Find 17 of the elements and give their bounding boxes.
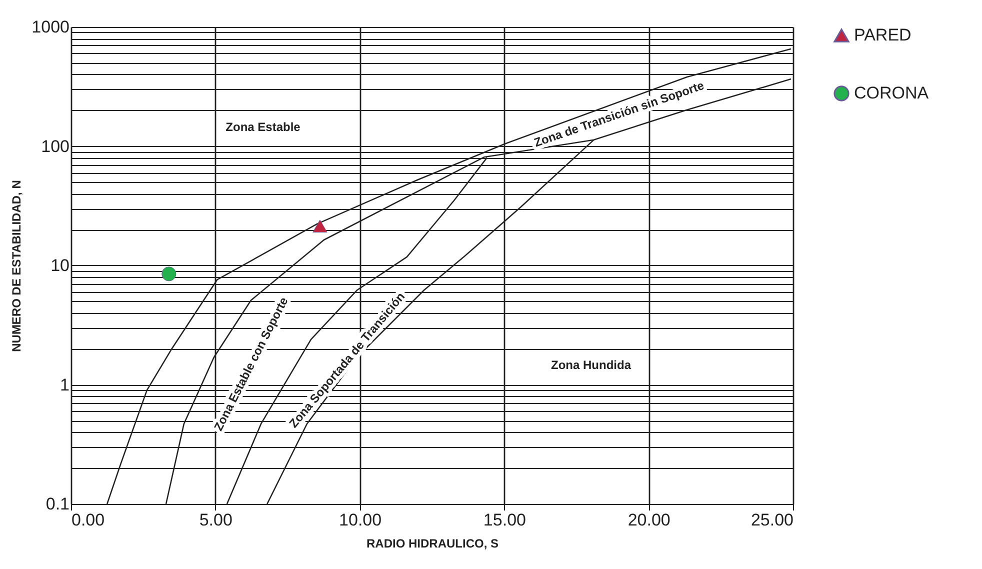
- annotation: Zona Estable: [226, 120, 301, 134]
- x-tick-label: 10.00: [339, 510, 382, 530]
- y-tick-label: 1: [60, 375, 70, 394]
- x-tick-label: 25.00: [750, 510, 794, 530]
- x-axis-title: RADIO HIDRAULICO, S: [366, 536, 498, 550]
- x-tick-label: 15.00: [483, 510, 526, 530]
- legend-label: PARED: [854, 26, 912, 44]
- x-tick-label: 20.00: [628, 510, 670, 530]
- y-tick-label: 1000: [32, 18, 70, 36]
- annotation: Zona Hundida: [551, 358, 632, 372]
- x-tick-label: 0.00: [72, 510, 105, 530]
- y-axis-title: NUMERO DE ESTABILIDAD, N: [10, 180, 24, 352]
- y-tick-label: 100: [41, 136, 70, 156]
- legend-label: CORONA: [854, 84, 930, 102]
- y-tick-label: 0.1: [46, 494, 70, 514]
- x-tick-label: 5.00: [199, 510, 232, 530]
- y-tick-label: 10: [50, 256, 70, 275]
